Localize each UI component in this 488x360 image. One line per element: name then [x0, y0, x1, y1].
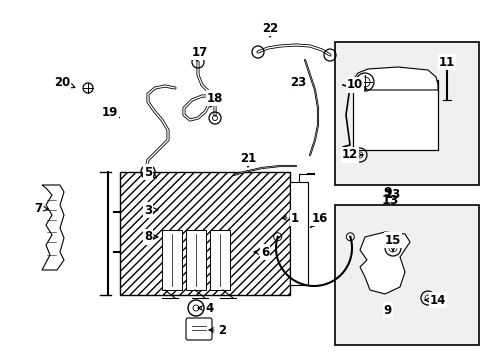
Polygon shape: [352, 67, 437, 90]
Text: 8: 8: [143, 230, 158, 243]
Text: 1: 1: [282, 211, 299, 225]
Text: 9: 9: [383, 185, 391, 198]
Bar: [120, 172, 289, 295]
Bar: [162, 230, 182, 290]
Polygon shape: [359, 232, 409, 294]
Text: 18: 18: [206, 91, 223, 107]
Text: 21: 21: [240, 152, 256, 167]
Text: 13: 13: [381, 194, 398, 207]
Text: 9: 9: [383, 303, 391, 316]
Text: 19: 19: [102, 105, 119, 118]
Bar: [209, 230, 229, 290]
Text: 16: 16: [310, 211, 327, 228]
Text: 3: 3: [143, 203, 158, 216]
Text: 7: 7: [34, 202, 48, 215]
Text: 4: 4: [198, 302, 214, 315]
Text: 23: 23: [289, 76, 305, 90]
Text: 17: 17: [191, 45, 208, 61]
Bar: [334, 42, 478, 185]
Bar: [185, 230, 205, 290]
Bar: [289, 182, 307, 285]
Text: 13: 13: [384, 189, 400, 204]
Text: 20: 20: [54, 76, 75, 89]
Text: 11: 11: [438, 55, 454, 71]
Bar: [352, 80, 437, 150]
Text: 14: 14: [424, 293, 445, 306]
Text: 15: 15: [384, 234, 400, 251]
Text: 6: 6: [253, 246, 268, 258]
Text: 10: 10: [346, 78, 366, 91]
Text: 12: 12: [341, 148, 362, 162]
Text: 22: 22: [262, 22, 278, 37]
Text: 2: 2: [208, 324, 225, 337]
FancyBboxPatch shape: [185, 318, 212, 340]
Polygon shape: [42, 185, 64, 270]
Text: 5: 5: [143, 166, 156, 179]
Bar: [334, 205, 478, 345]
